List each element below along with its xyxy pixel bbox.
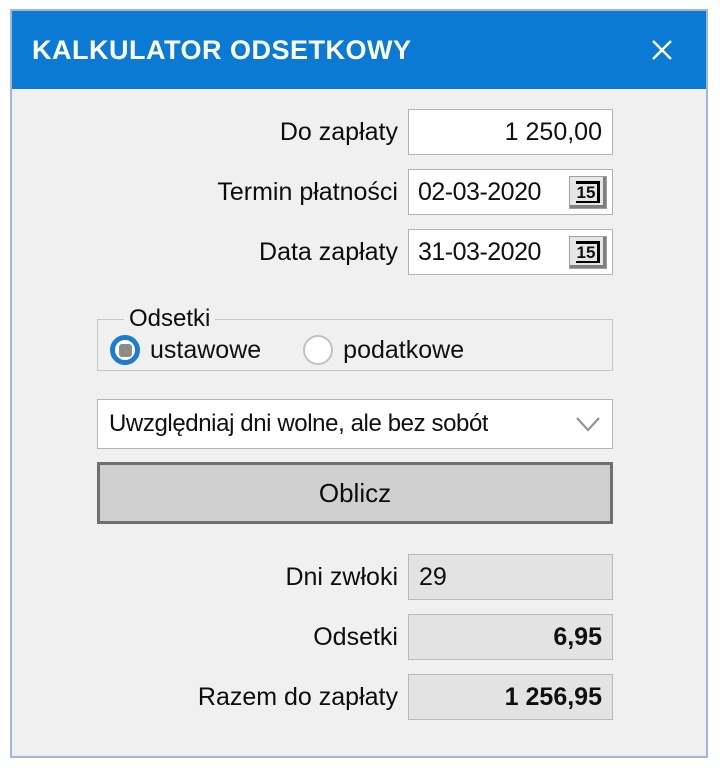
- radio-unchecked-icon: [303, 335, 334, 365]
- free-days-dropdown-value: Uwzględniaj dni wolne, ale bez sobót: [109, 410, 489, 437]
- results-section: Dni zwłoki 29 Odsetki 6,95 Razem do zapł…: [97, 554, 613, 720]
- calendar-icon: 15: [575, 180, 601, 204]
- amount-value: 1 250,00: [504, 117, 602, 146]
- payment-date-input[interactable]: 31-03-2020 15: [408, 229, 613, 275]
- interest-output: 6,95: [408, 614, 613, 660]
- interest-label: Odsetki: [313, 622, 398, 651]
- due-date-label: Termin płatności: [217, 177, 398, 206]
- radio-option-podatkowe[interactable]: podatkowe: [303, 335, 464, 365]
- titlebar[interactable]: KALKULATOR ODSETKOWY: [12, 11, 706, 89]
- radio-option-ustawowe[interactable]: ustawowe: [110, 335, 261, 365]
- calculate-button[interactable]: Oblicz: [97, 462, 613, 524]
- days-late-label: Dni zwłoki: [285, 562, 398, 591]
- radio-ustawowe-label: ustawowe: [150, 335, 262, 364]
- interest-type-legend: Odsetki: [129, 305, 211, 332]
- interest-row: Odsetki 6,95: [97, 614, 613, 660]
- calendar-icon: 15: [575, 240, 601, 264]
- total-due-output: 1 256,95: [408, 674, 613, 720]
- close-button[interactable]: [634, 22, 690, 78]
- due-date-value: 02-03-2020: [418, 177, 541, 206]
- free-days-dropdown[interactable]: Uwzględniaj dni wolne, ale bez sobót: [97, 399, 613, 449]
- chevron-down-icon: [574, 415, 602, 433]
- amount-row: Do zapłaty 1 250,00: [97, 109, 613, 155]
- payment-date-calendar-button[interactable]: 15: [569, 235, 607, 269]
- due-date-input[interactable]: 02-03-2020 15: [408, 169, 613, 215]
- window-title: KALKULATOR ODSETKOWY: [32, 34, 412, 65]
- due-date-calendar-button[interactable]: 15: [569, 175, 607, 209]
- total-due-value: 1 256,95: [504, 682, 602, 711]
- interest-calculator-window: KALKULATOR ODSETKOWY Do zapłaty 1 250,00…: [10, 9, 708, 758]
- payment-date-row: Data zapłaty 31-03-2020 15: [97, 229, 613, 275]
- amount-input[interactable]: 1 250,00: [408, 109, 613, 155]
- interest-type-options: ustawowe podatkowe: [110, 335, 602, 365]
- dialog-body: Do zapłaty 1 250,00 Termin płatności 02-…: [12, 89, 706, 756]
- radio-checked-icon: [110, 335, 140, 365]
- interest-value: 6,95: [553, 622, 602, 651]
- days-late-row: Dni zwłoki 29: [97, 554, 613, 600]
- payment-date-value: 31-03-2020: [418, 237, 541, 266]
- days-late-output: 29: [408, 554, 613, 600]
- radio-podatkowe-label: podatkowe: [343, 335, 465, 364]
- due-date-row: Termin płatności 02-03-2020 15: [97, 169, 613, 215]
- payment-date-label: Data zapłaty: [259, 237, 398, 266]
- total-due-label: Razem do zapłaty: [197, 682, 398, 711]
- amount-label: Do zapłaty: [279, 117, 398, 146]
- days-late-value: 29: [419, 562, 447, 591]
- interest-type-group: Odsetki ustawowe podatkowe: [97, 305, 613, 371]
- total-due-row: Razem do zapłaty 1 256,95: [97, 674, 613, 720]
- close-icon: [652, 40, 672, 60]
